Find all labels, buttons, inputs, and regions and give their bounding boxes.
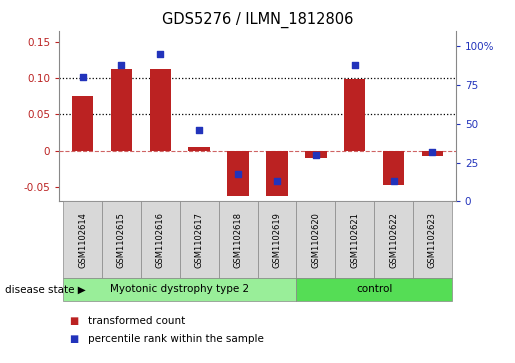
Bar — [227, 151, 249, 196]
Bar — [383, 151, 404, 185]
Text: GSM1102622: GSM1102622 — [389, 212, 398, 268]
Text: GSM1102615: GSM1102615 — [117, 212, 126, 268]
Text: percentile rank within the sample: percentile rank within the sample — [88, 334, 264, 344]
Text: GSM1102623: GSM1102623 — [428, 212, 437, 268]
Text: GSM1102616: GSM1102616 — [156, 212, 165, 268]
Text: GSM1102617: GSM1102617 — [195, 212, 204, 268]
Bar — [305, 151, 327, 158]
Text: control: control — [356, 285, 392, 294]
Point — [117, 62, 126, 68]
Point — [195, 127, 203, 133]
Bar — [150, 69, 171, 151]
Bar — [422, 151, 443, 156]
Text: GSM1102619: GSM1102619 — [272, 212, 281, 268]
Text: GSM1102618: GSM1102618 — [234, 212, 243, 268]
Point — [351, 62, 359, 68]
Title: GDS5276 / ILMN_1812806: GDS5276 / ILMN_1812806 — [162, 12, 353, 28]
Point — [312, 152, 320, 158]
Point — [78, 74, 87, 80]
Text: GSM1102614: GSM1102614 — [78, 212, 87, 268]
Bar — [111, 69, 132, 151]
Point — [428, 149, 437, 155]
Text: GSM1102620: GSM1102620 — [311, 212, 320, 268]
Text: Myotonic dystrophy type 2: Myotonic dystrophy type 2 — [110, 285, 249, 294]
Text: ■: ■ — [70, 316, 79, 326]
Text: transformed count: transformed count — [88, 316, 185, 326]
Bar — [188, 147, 210, 151]
Point — [156, 51, 164, 57]
Text: disease state ▶: disease state ▶ — [5, 285, 86, 294]
Bar — [72, 96, 93, 151]
Bar — [344, 79, 365, 151]
Bar — [266, 151, 288, 196]
Point — [273, 178, 281, 184]
Text: ■: ■ — [70, 334, 79, 344]
Point — [389, 178, 398, 184]
Text: GSM1102621: GSM1102621 — [350, 212, 359, 268]
Point — [234, 171, 242, 176]
